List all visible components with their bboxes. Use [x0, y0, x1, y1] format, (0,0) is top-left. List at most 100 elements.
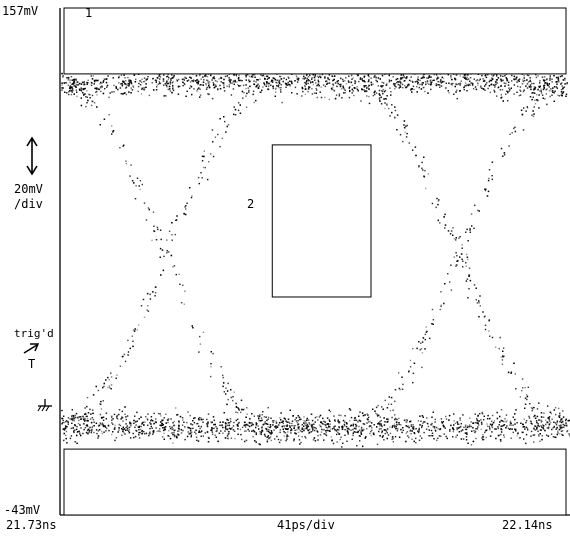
eye-sample-point: [103, 382, 105, 385]
eye-sample-point: [347, 432, 349, 434]
eye-sample-point: [532, 408, 534, 411]
eye-sample-point: [101, 432, 104, 435]
eye-sample-point: [164, 83, 166, 85]
eye-sample-point: [213, 77, 216, 80]
eye-sample-point: [356, 86, 358, 88]
eye-sample-point: [165, 84, 168, 86]
eye-sample-point: [86, 96, 88, 98]
eye-sample-point: [464, 84, 466, 87]
eye-sample-point: [110, 376, 113, 378]
eye-sample-point: [130, 437, 132, 439]
eye-sample-point: [158, 80, 160, 83]
eye-sample-point: [497, 77, 500, 79]
eye-sample-point: [232, 425, 235, 427]
eye-sample-point: [307, 90, 309, 93]
eye-sample-point: [91, 100, 93, 102]
eye-sample-point: [383, 90, 386, 93]
eye-sample-point: [550, 90, 552, 92]
eye-sample-point: [242, 84, 245, 87]
eye-sample-point: [275, 87, 277, 89]
eye-sample-point: [128, 426, 131, 429]
eye-sample-point: [189, 84, 192, 87]
eye-sample-point: [345, 422, 348, 424]
eye-sample-point: [410, 80, 412, 82]
eye-sample-point: [511, 424, 513, 426]
eye-sample-point: [115, 437, 118, 439]
eye-sample-point: [260, 417, 263, 419]
eye-sample-point: [305, 427, 307, 430]
eye-sample-point: [264, 435, 266, 437]
eye-sample-point: [106, 427, 108, 430]
eye-sample-point: [455, 74, 457, 76]
eye-sample-point: [480, 85, 482, 87]
eye-sample-point: [275, 427, 277, 429]
eye-sample-point: [499, 336, 501, 339]
eye-sample-point: [259, 78, 261, 80]
eye-sample-point: [187, 411, 189, 413]
eye-sample-point: [314, 421, 316, 423]
eye-sample-point: [334, 425, 336, 427]
eye-sample-point: [129, 347, 131, 350]
eye-sample-point: [429, 337, 431, 340]
eye-sample-point: [557, 94, 559, 96]
eye-sample-point: [549, 75, 551, 77]
eye-sample-point: [191, 93, 193, 96]
eye-sample-point: [562, 434, 564, 436]
eye-sample-point: [91, 78, 94, 80]
eye-sample-point: [253, 415, 255, 417]
eye-sample-point: [283, 425, 285, 427]
eye-sample-point: [472, 440, 475, 443]
eye-sample-point: [186, 421, 188, 424]
eye-sample-point: [512, 431, 514, 434]
eye-sample-point: [305, 437, 307, 439]
eye-sample-point: [123, 74, 125, 76]
eye-sample-point: [424, 90, 426, 93]
eye-sample-point: [543, 412, 545, 414]
eye-sample-point: [541, 426, 543, 428]
eye-sample-point: [197, 83, 199, 85]
eye-sample-point: [87, 432, 89, 435]
eye-sample-point: [141, 423, 143, 425]
eye-sample-point: [474, 430, 477, 433]
eye-sample-point: [135, 185, 137, 187]
eye-sample-point: [65, 426, 67, 428]
eye-sample-point: [370, 430, 372, 433]
eye-sample-point: [307, 425, 310, 428]
eye-sample-point: [565, 95, 567, 97]
eye-sample-point: [239, 428, 242, 431]
eye-sample-point: [259, 431, 261, 433]
eye-sample-point: [299, 430, 302, 432]
eye-sample-point: [308, 86, 311, 89]
eye-sample-point: [85, 105, 87, 108]
eye-sample-point: [388, 74, 390, 77]
eye-sample-point: [72, 419, 74, 422]
eye-sample-point: [227, 433, 229, 435]
eye-sample-point: [453, 423, 455, 426]
eye-sample-point: [316, 84, 318, 87]
eye-sample-point: [503, 436, 505, 438]
eye-sample-point: [541, 435, 543, 437]
eye-sample-point: [282, 422, 284, 424]
eye-sample-point: [406, 77, 408, 79]
eye-sample-point: [410, 433, 412, 435]
eye-sample-point: [309, 74, 311, 76]
eye-sample-point: [340, 83, 342, 86]
eye-sample-point: [445, 87, 447, 89]
eye-sample-point: [204, 166, 206, 169]
eye-sample-point: [162, 436, 164, 438]
eye-sample-point: [286, 425, 288, 427]
eye-sample-point: [463, 426, 465, 429]
eye-sample-point: [453, 93, 455, 95]
eye-sample-point: [208, 83, 210, 85]
eye-sample-point: [383, 424, 386, 426]
eye-sample-point: [245, 95, 247, 97]
eye-sample-point: [494, 84, 497, 87]
eye-sample-point: [344, 80, 346, 82]
eye-sample-point: [86, 90, 88, 92]
eye-sample-point: [477, 415, 479, 418]
eye-sample-point: [373, 91, 375, 94]
eye-sample-point: [251, 423, 254, 425]
eye-sample-point: [287, 81, 289, 84]
eye-sample-point: [379, 78, 381, 80]
eye-sample-point: [392, 441, 394, 443]
